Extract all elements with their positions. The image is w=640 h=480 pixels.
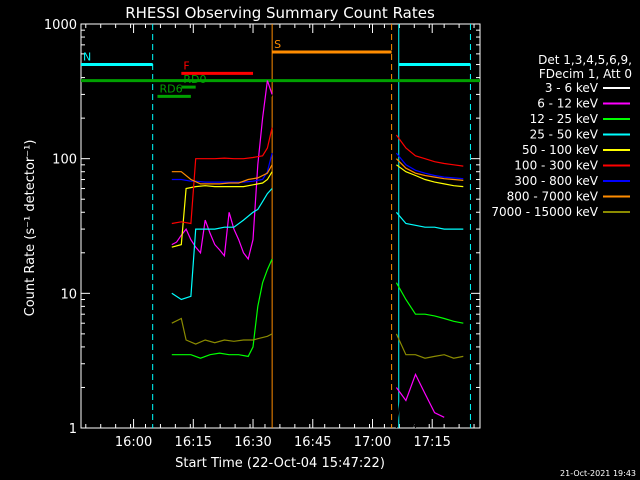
plot-frame (80, 23, 481, 429)
x-tick-label: 16:45 (294, 435, 331, 450)
legend-entry-label: 12 - 25 keV (530, 112, 599, 126)
x-tick-label: 16:15 (175, 435, 212, 450)
legend-entry-label: 7000 - 15000 keV (491, 205, 598, 219)
series-line (395, 391, 417, 429)
series-line (171, 152, 273, 183)
series-line (171, 94, 273, 260)
series-line (171, 317, 273, 345)
x-axis-label: Start Time (22-Oct-04 15:47:22) (175, 456, 385, 471)
legend-entry-label: 300 - 800 keV (514, 174, 598, 188)
y-tick-label: 1000 (44, 18, 77, 33)
x-tick-label: 16:30 (234, 435, 271, 450)
series-line (171, 164, 273, 185)
legend-header: FDecim 1, Att 0 (539, 67, 632, 81)
series-line (395, 158, 464, 181)
series-line (395, 282, 464, 324)
date-stamp: 21-Oct-2021 19:43 (560, 469, 636, 478)
y-tick-label: 10 (60, 287, 77, 302)
chart-title: RHESSI Observing Summary Count Rates (125, 4, 435, 22)
series-line (396, 164, 464, 188)
x-tick-label: 17:15 (413, 435, 450, 450)
flag-label: F (183, 59, 189, 72)
flag-label: RD6 (159, 82, 182, 95)
legend-header: Det 1,3,4,5,6,9, (538, 53, 632, 67)
series-line (171, 188, 273, 301)
y-tick-label: 1 (69, 422, 77, 437)
legend-entry-label: 6 - 12 keV (537, 97, 599, 111)
x-tick-label: 16:00 (115, 435, 152, 450)
series-line (395, 333, 464, 359)
y-axis-label: Count Rate (s⁻¹ detector⁻¹) (23, 140, 38, 317)
flag-label: S (274, 38, 281, 51)
legend: Det 1,3,4,5,6,9,FDecim 1, Att 03 - 6 keV… (491, 53, 632, 219)
flag-label: N (83, 51, 91, 64)
legend-entry-label: 3 - 6 keV (545, 81, 599, 95)
series-line (171, 171, 273, 248)
series-line (171, 258, 273, 359)
series-line (171, 127, 273, 225)
series-line (395, 211, 464, 230)
series-line (395, 372, 445, 418)
legend-entry-label: 100 - 300 keV (514, 159, 598, 173)
plot-area: 1 10 100 1000 16:00 16:15 16:30 16:45 17:00 17:15… (44, 18, 481, 450)
series-line (171, 80, 273, 261)
y-tick-label: 100 (52, 153, 77, 168)
legend-entry-label: 50 - 100 keV (522, 143, 599, 157)
legend-entry-label: 25 - 50 keV (530, 128, 599, 142)
series-line (395, 152, 464, 180)
legend-entry-label: 800 - 7000 keV (507, 190, 599, 204)
series-line (395, 134, 464, 167)
x-tick-label: 17:00 (354, 435, 391, 450)
